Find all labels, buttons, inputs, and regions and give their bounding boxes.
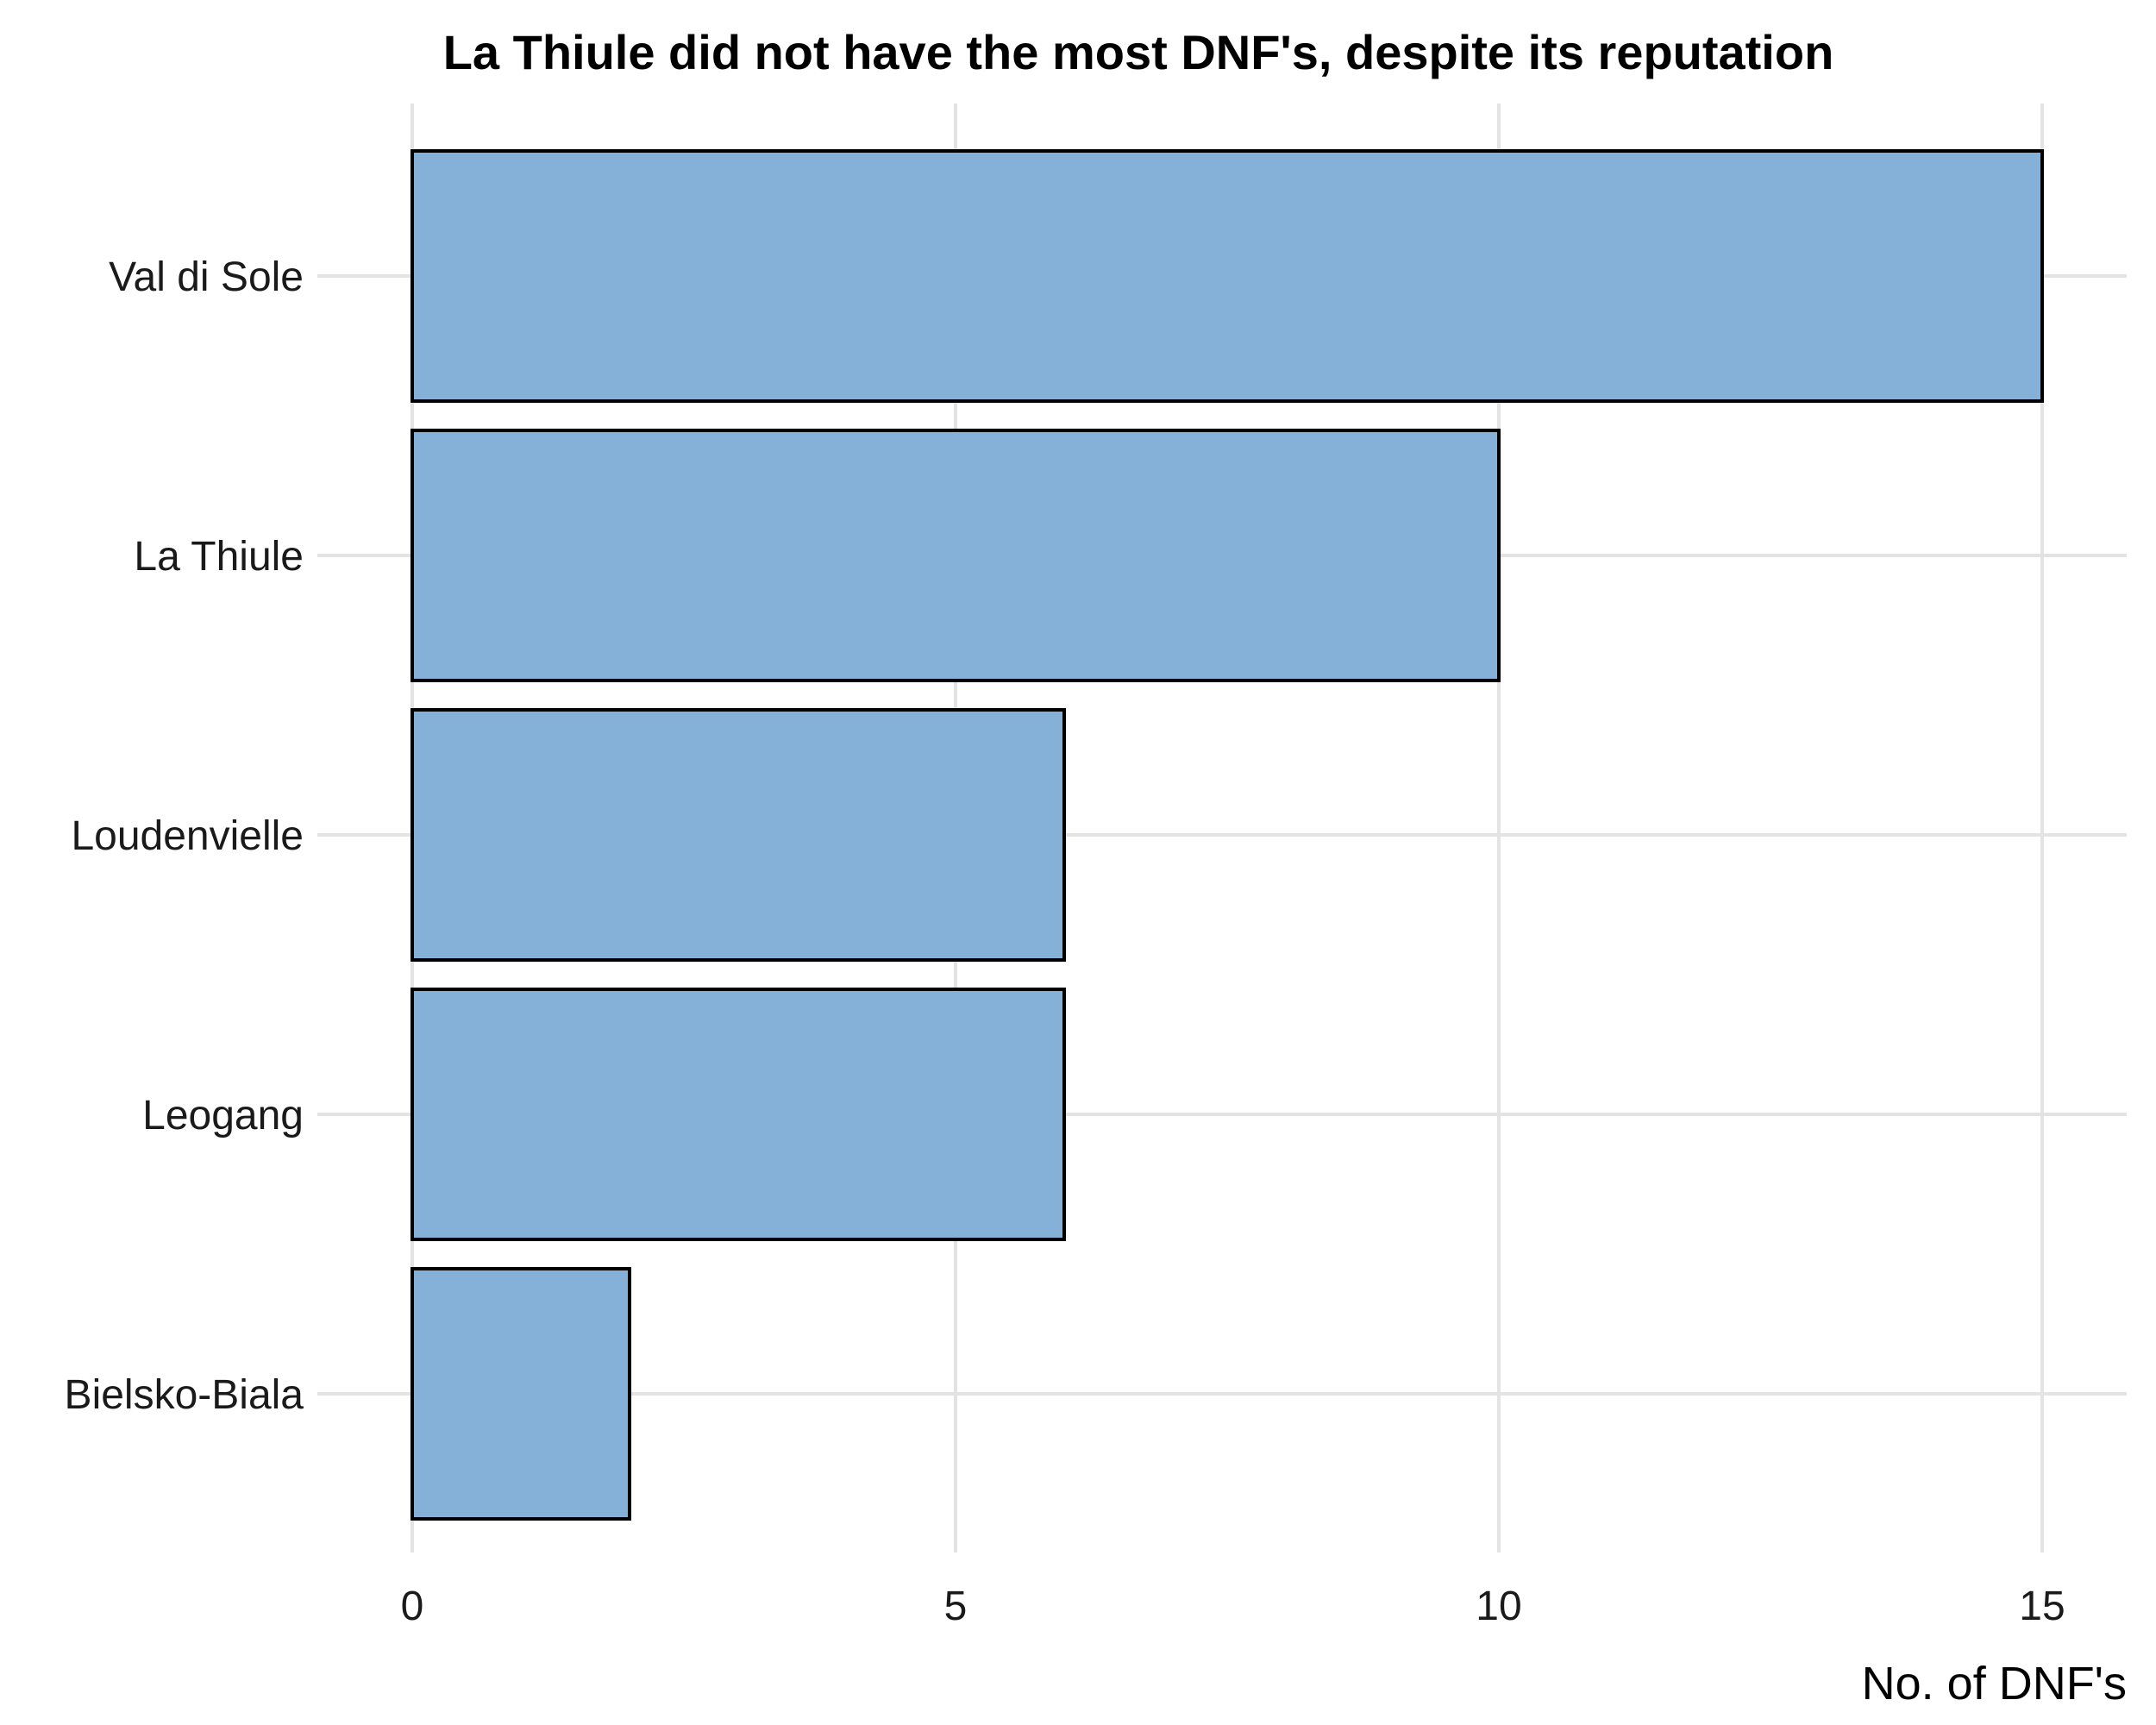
chart-title: La Thiule did not have the most DNF's, d… <box>443 25 1834 79</box>
category-label: Bielsko-Biala <box>65 1372 304 1418</box>
category-label: Leogang <box>142 1093 304 1138</box>
bar <box>411 1267 631 1521</box>
x-tick-label: 5 <box>944 1584 968 1629</box>
category-labels: Val di Sole La Thiule Loudenvielle Leogang B… <box>65 254 304 1418</box>
x-axis-title: No. of DNF's <box>1862 1658 2127 1709</box>
category-label: Val di Sole <box>109 254 304 300</box>
x-tick-labels: 0 5 10 15 <box>401 1584 2065 1629</box>
x-tick-label: 15 <box>2019 1584 2065 1629</box>
bar <box>411 429 1501 682</box>
x-tick-label: 0 <box>401 1584 424 1629</box>
bars <box>411 149 2044 1521</box>
bar <box>411 708 1066 962</box>
bar <box>411 988 1066 1241</box>
category-label: Loudenvielle <box>71 813 304 859</box>
bar <box>411 149 2044 403</box>
x-tick-label: 10 <box>1476 1584 1521 1629</box>
category-label: La Thiule <box>134 534 304 580</box>
